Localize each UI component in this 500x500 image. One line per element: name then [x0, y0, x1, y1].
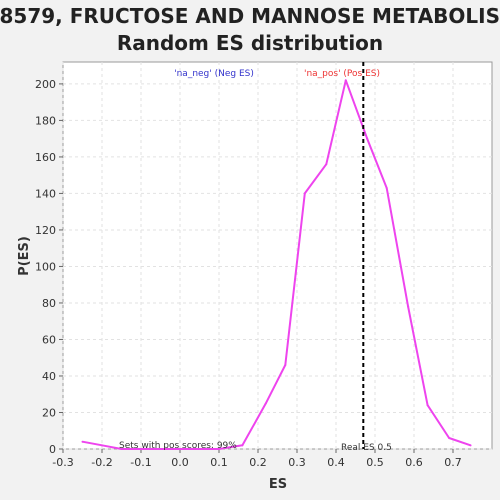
data-point — [325, 163, 328, 166]
y-tick-label: 100 — [35, 260, 56, 273]
x-tick-label: -0.2 — [91, 456, 112, 469]
real-es-label: Real ES 0.5 — [341, 443, 392, 453]
x-tick-label: -0.3 — [52, 456, 73, 469]
y-axis-title: P(ES) — [17, 236, 32, 276]
x-tick-label: -0.1 — [130, 456, 151, 469]
x-axis-title: ES — [269, 477, 287, 492]
data-point — [407, 305, 410, 308]
y-tick-label: 200 — [35, 78, 56, 91]
data-point — [385, 186, 388, 189]
x-tick-label: 0.3 — [288, 456, 306, 469]
data-point — [344, 79, 347, 82]
y-tick-label: 140 — [35, 187, 56, 200]
data-point — [120, 448, 123, 450]
series-layer — [81, 62, 472, 450]
pos-es-label: 'na_pos' (Pos ES) — [304, 69, 380, 79]
y-tick-label: 0 — [49, 443, 56, 456]
annotations: 'na_neg' (Neg ES) 'na_pos' (Pos ES) Sets… — [119, 69, 392, 453]
y-tick-label: 20 — [42, 406, 56, 419]
data-point — [159, 448, 162, 450]
data-point — [264, 402, 267, 405]
series-line — [82, 79, 471, 450]
x-tick-label: 0.2 — [249, 456, 267, 469]
data-point — [101, 444, 103, 447]
x-tick-label: 0.7 — [444, 456, 462, 469]
data-point — [218, 448, 220, 450]
y-tick-label: 80 — [42, 297, 56, 310]
data-point — [366, 137, 369, 140]
x-tick-label: 0.1 — [210, 456, 228, 469]
y-tick-label: 160 — [35, 151, 56, 164]
data-point — [426, 404, 429, 407]
data-point — [469, 444, 472, 447]
data-point — [179, 448, 181, 450]
chart-title-line1: CL8579, FRUCTOSE AND MANNOSE METABOLISM: — [0, 4, 500, 28]
x-tick-label: 0.6 — [405, 456, 423, 469]
x-tick-label: 0.5 — [366, 456, 384, 469]
data-point — [198, 448, 201, 450]
neg-es-label: 'na_neg' (Neg ES) — [174, 69, 254, 79]
x-tick-label: 0.0 — [171, 456, 189, 469]
y-tick-label: 60 — [42, 333, 56, 346]
x-tick-label: 0.4 — [327, 456, 345, 469]
plot-area — [62, 61, 493, 450]
y-tick-label: 120 — [35, 224, 56, 237]
data-point — [448, 437, 451, 440]
y-tick-label: 180 — [35, 114, 56, 127]
data-point — [140, 448, 142, 450]
axis-ticks: -0.3 -0.2 -0.1 0.0 0.1 0.2 0.3 0.4 0.5 0.6 0.7 0 20 4… — [35, 78, 462, 469]
chart-title-line2: Random ES distribution — [117, 31, 383, 55]
pos-scores-label: Sets with pos scores: 99% — [119, 441, 237, 451]
data-point — [284, 364, 287, 367]
data-point — [241, 444, 244, 447]
y-tick-label: 40 — [42, 370, 56, 383]
data-point — [303, 192, 306, 195]
data-point — [81, 440, 84, 443]
